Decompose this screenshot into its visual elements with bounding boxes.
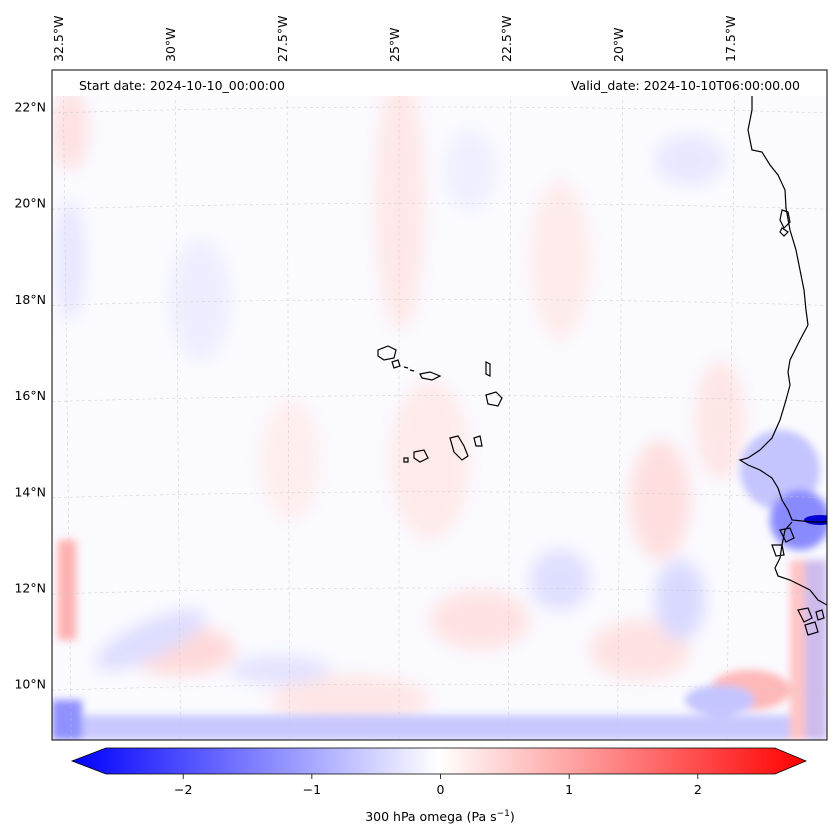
- parallel-1: [52, 202, 827, 210]
- meridian-0: [62, 70, 72, 740]
- colorbar-tick-label-3: 1: [565, 782, 573, 797]
- lon-tick-label-1: 30°W: [163, 27, 178, 62]
- coastlines: [377, 70, 827, 636]
- lon-tick-label-4: 22.5°W: [499, 16, 514, 62]
- fogo: [413, 449, 429, 463]
- colorbar: −2 −1 0 1 2 300 hPa omega (Pa s−1): [70, 747, 808, 824]
- sao-nicolau: [419, 371, 442, 381]
- start-date-label: Start date: 2024-10-10_00:00:00: [79, 78, 285, 93]
- santo-antao: [377, 345, 397, 361]
- meridian-1: [174, 70, 181, 740]
- parallel-0: [52, 106, 827, 114]
- lat-tick-label-6: 10°N: [14, 677, 46, 692]
- colorbar-tick-label-1: −1: [303, 782, 321, 797]
- map-panel: [52, 70, 827, 740]
- lat-tick-label-4: 14°N: [14, 484, 46, 499]
- santiago: [449, 435, 469, 461]
- colorbar-label: 300 hPa omega (Pa s−1): [365, 809, 515, 824]
- parallel-3: [52, 395, 827, 402]
- boa-vista: [485, 391, 503, 407]
- parallel-6: [52, 683, 827, 691]
- meridian-4: [507, 70, 512, 740]
- brava: [403, 457, 409, 463]
- map-frame: [51, 69, 828, 741]
- omega-field: [52, 70, 827, 740]
- colorbar-tick-label-0: −2: [174, 782, 192, 797]
- colorbar-tick-label-2: 0: [437, 782, 445, 797]
- header-band: [52, 70, 827, 96]
- lat-tick-label-0: 22°N: [14, 100, 46, 115]
- lon-tick-label-6: 17.5°W: [723, 16, 738, 62]
- lat-tick-label-2: 18°N: [14, 292, 46, 307]
- lat-tick-label-3: 16°N: [14, 388, 46, 403]
- lon-tick-label-3: 25°W: [387, 27, 402, 62]
- colorbar-ticks: −2 −1 0 1 2: [174, 774, 702, 797]
- lon-tick-label-0: 32.5°W: [51, 16, 66, 62]
- strong-ascent-feature: [804, 515, 827, 525]
- maio: [473, 435, 483, 447]
- african-coastline: [738, 324, 827, 606]
- lat-tick-label-1: 20°N: [14, 196, 46, 211]
- lon-tick-label-5: 20°W: [611, 27, 626, 62]
- sal: [485, 361, 491, 377]
- parallel-2: [52, 299, 827, 306]
- parallel-4: [52, 491, 827, 499]
- valid-date-label: Valid_date: 2024-10-10T06:00:00.00: [571, 78, 800, 93]
- sao-vicente: [391, 359, 401, 369]
- parallel-5: [52, 587, 827, 595]
- lon-tick-label-2: 27.5°W: [275, 16, 290, 62]
- latitude-tick-labels: 22°N 20°N 18°N 16°N 14°N 12°N 10°N: [14, 100, 46, 692]
- meridian-2: [286, 70, 291, 740]
- colorbar-body: [70, 747, 808, 775]
- gridlines: [52, 70, 827, 740]
- meridian-6: [726, 70, 736, 740]
- longitude-tick-labels: 32.5°W 30°W 27.5°W 25°W 22.5°W 20°W 17.5°W: [51, 16, 738, 62]
- lat-tick-label-5: 12°N: [14, 581, 46, 596]
- colorbar-tick-label-4: 2: [694, 782, 702, 797]
- meridian-5: [617, 70, 624, 740]
